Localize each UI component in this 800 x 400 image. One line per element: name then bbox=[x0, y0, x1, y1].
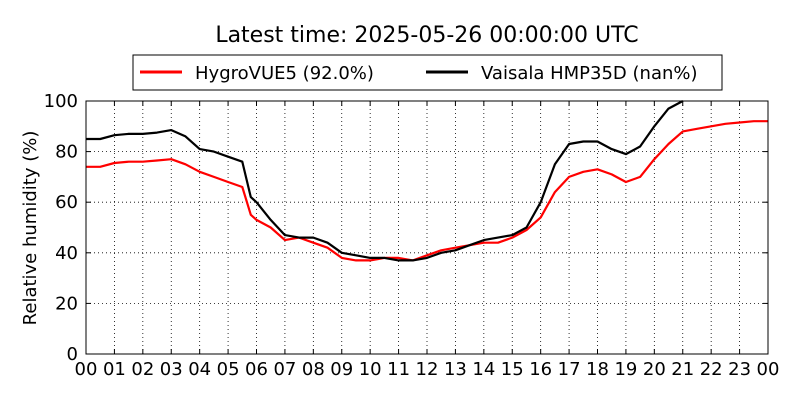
x-tick-label: 08 bbox=[302, 359, 325, 380]
vaisala-hmp35d-line bbox=[86, 100, 684, 262]
x-tick-label: 10 bbox=[359, 359, 382, 380]
x-tick-label: 20 bbox=[643, 359, 666, 380]
y-tick-label: 40 bbox=[55, 243, 78, 264]
x-tick-label: 03 bbox=[160, 359, 183, 380]
x-tick-label: 12 bbox=[416, 359, 439, 380]
x-tick-label: 06 bbox=[245, 359, 268, 380]
legend-label-hygrovue5: HygroVUE5 (92.0%) bbox=[195, 63, 374, 84]
hygrovue5-line bbox=[86, 120, 768, 262]
x-tick-label: 09 bbox=[330, 359, 353, 380]
x-tick-label: 05 bbox=[217, 359, 240, 380]
x-tick-label: 07 bbox=[273, 359, 296, 380]
x-tick-label: 02 bbox=[131, 359, 154, 380]
x-tick-label: 22 bbox=[700, 359, 723, 380]
x-tick-label: 21 bbox=[671, 359, 694, 380]
legend-label-vaisala: Vaisala HMP35D (nan%) bbox=[481, 63, 698, 84]
y-tick-label: 0 bbox=[67, 344, 78, 365]
grid bbox=[86, 101, 768, 354]
x-tick-label: 16 bbox=[529, 359, 552, 380]
x-tick-label: 19 bbox=[614, 359, 637, 380]
y-tick-label: 100 bbox=[44, 91, 78, 112]
x-tick-label: 15 bbox=[501, 359, 524, 380]
y-tick-label: 20 bbox=[55, 293, 78, 314]
x-tick-label: 13 bbox=[444, 359, 467, 380]
x-tick-label: 04 bbox=[188, 359, 211, 380]
x-tick-label: 00 bbox=[757, 359, 780, 380]
y-axis-label: Relative humidity (%) bbox=[20, 131, 41, 326]
x-tick-label: 01 bbox=[103, 359, 126, 380]
x-tick-label: 14 bbox=[472, 359, 495, 380]
x-tick-label: 23 bbox=[728, 359, 751, 380]
legend: HygroVUE5 (92.0%) Vaisala HMP35D (nan%) bbox=[132, 54, 723, 91]
x-tick-label: 17 bbox=[558, 359, 581, 380]
x-axis: 00 01 02 03 04 05 06 07 08 09 10 11 12 13 14 15 16 17 18 19… bbox=[75, 101, 780, 380]
y-axis: 0 20 40 60 80 100 bbox=[44, 91, 768, 365]
x-tick-label: 00 bbox=[75, 359, 98, 380]
series-group bbox=[86, 100, 768, 262]
chart-title: Latest time: 2025-05-26 00:00:00 UTC bbox=[215, 23, 638, 48]
y-tick-label: 60 bbox=[55, 192, 78, 213]
y-tick-label: 80 bbox=[55, 142, 78, 163]
x-tick-label: 18 bbox=[586, 359, 609, 380]
x-tick-label: 11 bbox=[387, 359, 410, 380]
